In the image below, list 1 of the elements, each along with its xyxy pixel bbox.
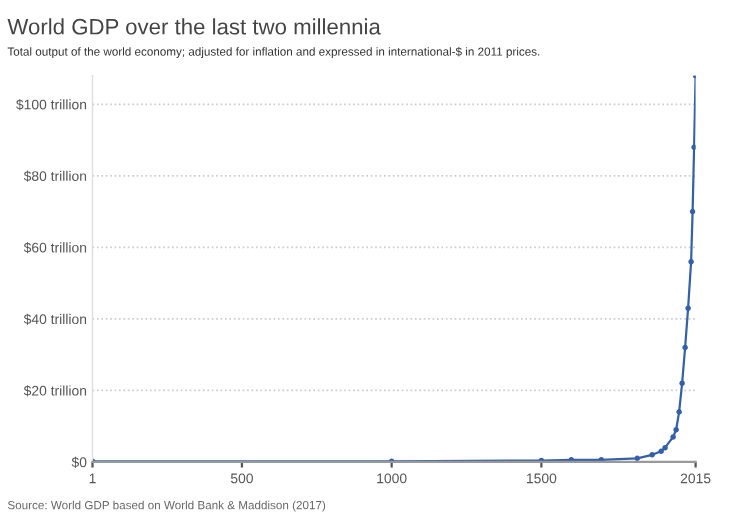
chart-title: World GDP over the last two millennia [7,18,381,35]
